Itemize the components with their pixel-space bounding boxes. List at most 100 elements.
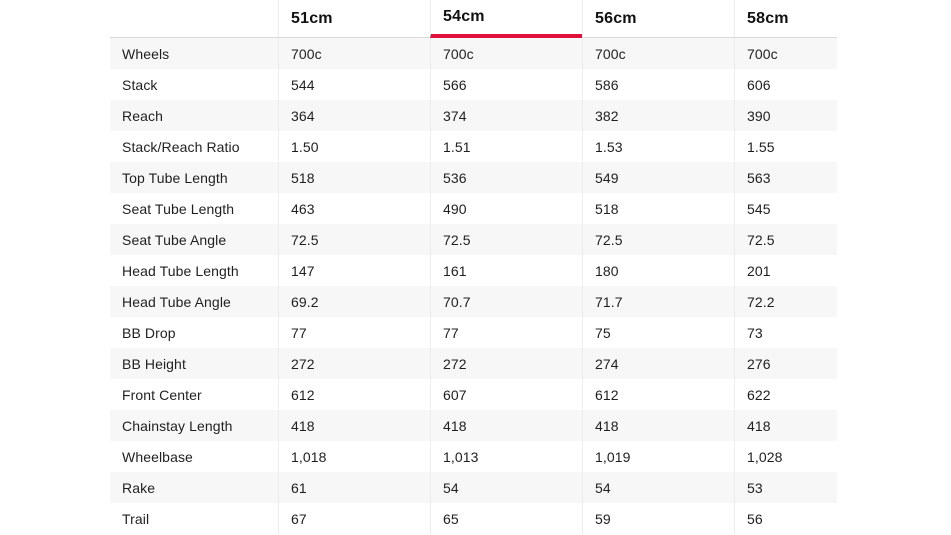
geometry-value: 201 bbox=[734, 255, 837, 286]
size-tabs-row: 51cm 54cm 56cm 58cm bbox=[110, 0, 837, 38]
geometry-value: 72.5 bbox=[278, 224, 430, 255]
geometry-value: 607 bbox=[430, 379, 582, 410]
geometry-value: 544 bbox=[278, 69, 430, 100]
table-row: Top Tube Length 518 536 549 563 bbox=[110, 162, 837, 193]
geometry-value: 274 bbox=[582, 348, 734, 379]
geometry-value: 549 bbox=[582, 162, 734, 193]
geometry-value: 272 bbox=[430, 348, 582, 379]
row-label: Reach bbox=[122, 107, 163, 124]
row-label: Head Tube Length bbox=[122, 262, 239, 279]
geometry-value: 1,018 bbox=[278, 441, 430, 472]
table-row: Chainstay Length 418 418 418 418 bbox=[110, 410, 837, 441]
geometry-value: 418 bbox=[278, 410, 430, 441]
table-row: Trail 67 65 59 56 bbox=[110, 503, 837, 534]
table-row: BB Height 272 272 274 276 bbox=[110, 348, 837, 379]
table-row: Wheels 700c 700c 700c 700c bbox=[110, 38, 837, 69]
geometry-value: 374 bbox=[430, 100, 582, 131]
geometry-value: 72.5 bbox=[734, 224, 837, 255]
geometry-value: 54 bbox=[430, 472, 582, 503]
geometry-value: 71.7 bbox=[582, 286, 734, 317]
geometry-value: 563 bbox=[734, 162, 837, 193]
geometry-value: 566 bbox=[430, 69, 582, 100]
geometry-value: 72.5 bbox=[582, 224, 734, 255]
geometry-value: 518 bbox=[582, 193, 734, 224]
geometry-table: 51cm 54cm 56cm 58cm Wheels 700c 700c 700… bbox=[110, 0, 837, 534]
size-tab-56cm[interactable]: 56cm bbox=[582, 0, 734, 38]
row-label: BB Drop bbox=[122, 324, 176, 341]
geometry-value: 612 bbox=[582, 379, 734, 410]
geometry-value: 70.7 bbox=[430, 286, 582, 317]
table-row: Head Tube Length 147 161 180 201 bbox=[110, 255, 837, 286]
row-label: Trail bbox=[122, 510, 150, 527]
geometry-value: 545 bbox=[734, 193, 837, 224]
table-row: Head Tube Angle 69.2 70.7 71.7 72.2 bbox=[110, 286, 837, 317]
row-label: Front Center bbox=[122, 386, 202, 403]
geometry-value: 1.50 bbox=[278, 131, 430, 162]
geometry-value: 612 bbox=[278, 379, 430, 410]
geometry-value: 56 bbox=[734, 503, 837, 534]
geometry-value: 72.5 bbox=[430, 224, 582, 255]
geometry-value: 180 bbox=[582, 255, 734, 286]
geometry-value: 700c bbox=[430, 38, 582, 69]
geometry-value: 700c bbox=[582, 38, 734, 69]
geometry-value: 1,028 bbox=[734, 441, 837, 472]
geometry-value: 69.2 bbox=[278, 286, 430, 317]
geometry-value: 418 bbox=[582, 410, 734, 441]
geometry-value: 622 bbox=[734, 379, 837, 410]
row-label: Wheelbase bbox=[122, 448, 193, 465]
geometry-value: 59 bbox=[582, 503, 734, 534]
table-row: Front Center 612 607 612 622 bbox=[110, 379, 837, 410]
geometry-value: 1.51 bbox=[430, 131, 582, 162]
geometry-value: 536 bbox=[430, 162, 582, 193]
row-label: Seat Tube Length bbox=[122, 200, 235, 217]
row-label: Chainstay Length bbox=[122, 417, 233, 434]
geometry-value: 67 bbox=[278, 503, 430, 534]
size-tab-51cm[interactable]: 51cm bbox=[278, 0, 430, 38]
table-row: Seat Tube Angle 72.5 72.5 72.5 72.5 bbox=[110, 224, 837, 255]
geometry-value: 700c bbox=[734, 38, 837, 69]
row-label: Rake bbox=[122, 479, 156, 496]
row-label: Stack/Reach Ratio bbox=[122, 138, 240, 155]
row-label: Top Tube Length bbox=[122, 169, 228, 186]
row-label: Stack bbox=[122, 76, 158, 93]
table-row: Seat Tube Length 463 490 518 545 bbox=[110, 193, 837, 224]
geometry-value: 1,013 bbox=[430, 441, 582, 472]
header-spacer bbox=[110, 0, 278, 38]
table-row: BB Drop 77 77 75 73 bbox=[110, 317, 837, 348]
table-body: Wheels 700c 700c 700c 700c Stack 544 566… bbox=[110, 38, 837, 534]
geometry-value: 390 bbox=[734, 100, 837, 131]
size-tab-58cm[interactable]: 58cm bbox=[734, 0, 837, 38]
geometry-value: 418 bbox=[734, 410, 837, 441]
geometry-value: 73 bbox=[734, 317, 837, 348]
row-label: BB Height bbox=[122, 355, 186, 372]
geometry-value: 77 bbox=[278, 317, 430, 348]
table-row: Stack/Reach Ratio 1.50 1.51 1.53 1.55 bbox=[110, 131, 837, 162]
row-label: Wheels bbox=[122, 45, 170, 62]
geometry-value: 518 bbox=[278, 162, 430, 193]
table-row: Wheelbase 1,018 1,013 1,019 1,028 bbox=[110, 441, 837, 472]
geometry-value: 1,019 bbox=[582, 441, 734, 472]
row-label: Seat Tube Angle bbox=[122, 231, 227, 248]
geometry-value: 382 bbox=[582, 100, 734, 131]
geometry-value: 700c bbox=[278, 38, 430, 69]
geometry-value: 1.55 bbox=[734, 131, 837, 162]
geometry-value: 490 bbox=[430, 193, 582, 224]
geometry-value: 418 bbox=[430, 410, 582, 441]
geometry-value: 53 bbox=[734, 472, 837, 503]
geometry-value: 61 bbox=[278, 472, 430, 503]
geometry-value: 147 bbox=[278, 255, 430, 286]
table-row: Rake 61 54 54 53 bbox=[110, 472, 837, 503]
geometry-value: 276 bbox=[734, 348, 837, 379]
size-tab-54cm[interactable]: 54cm bbox=[430, 0, 582, 38]
geometry-value: 54 bbox=[582, 472, 734, 503]
geometry-value: 606 bbox=[734, 69, 837, 100]
table-row: Reach 364 374 382 390 bbox=[110, 100, 837, 131]
geometry-value: 65 bbox=[430, 503, 582, 534]
geometry-value: 75 bbox=[582, 317, 734, 348]
geometry-value: 272 bbox=[278, 348, 430, 379]
geometry-value: 364 bbox=[278, 100, 430, 131]
geometry-value: 586 bbox=[582, 69, 734, 100]
table-row: Stack 544 566 586 606 bbox=[110, 69, 837, 100]
geometry-value: 161 bbox=[430, 255, 582, 286]
geometry-value: 72.2 bbox=[734, 286, 837, 317]
